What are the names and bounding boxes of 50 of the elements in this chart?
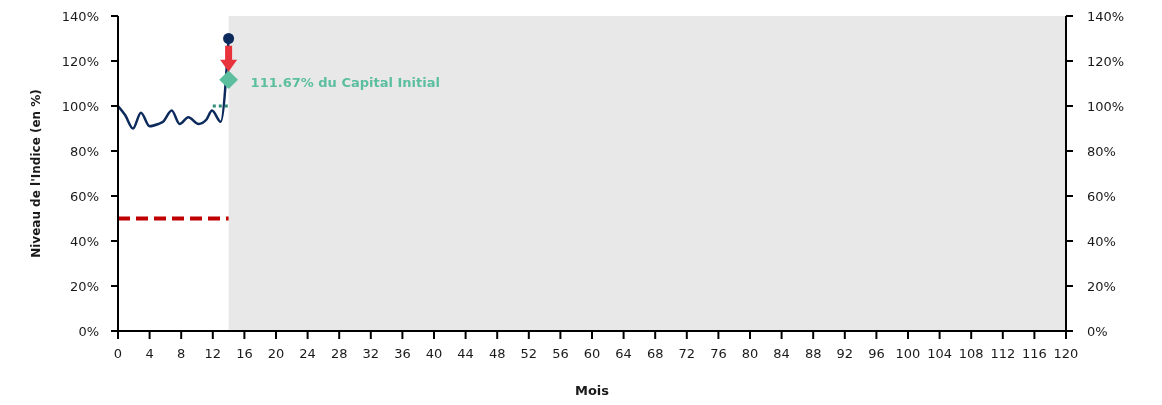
x-tick-label: 104	[927, 346, 953, 362]
x-tick-label: 112	[990, 346, 1016, 362]
y-tick-label: 140%	[61, 8, 99, 24]
x-tick-label: 84	[773, 346, 790, 362]
x-tick-label: 44	[457, 346, 474, 362]
y-tick-label: 80%	[70, 143, 99, 159]
x-tick-label: 40	[425, 346, 443, 362]
x-tick-label: 20	[267, 346, 285, 362]
annotation: 111.67% du Capital Initial	[250, 74, 440, 90]
x-tick-label: 4	[145, 346, 154, 362]
x-tick-label: 24	[299, 346, 316, 362]
y2-tick-label: 60%	[1087, 188, 1116, 204]
x-tick-label: 36	[394, 346, 411, 362]
x-tick-label: 72	[678, 346, 696, 362]
y2-tick-label: 20%	[1087, 278, 1116, 294]
y-tick-label: 40%	[70, 233, 99, 249]
y-tick-label: 120%	[61, 53, 99, 69]
y2-tick-label: 140%	[1087, 8, 1125, 24]
x-tick-label: 28	[330, 346, 348, 362]
x-tick-label: 108	[958, 346, 984, 362]
y2-tick-label: 0%	[1087, 323, 1108, 339]
x-tick-label: 96	[868, 346, 885, 362]
x-tick-label: 76	[710, 346, 727, 362]
y-axis-title: Niveau de l'Indice (en %)	[29, 89, 44, 258]
x-tick-label: 100	[895, 346, 921, 362]
x-tick-label: 60	[583, 346, 601, 362]
x-tick-label: 120	[1053, 346, 1079, 362]
y-tick-label: 20%	[70, 278, 99, 294]
x-tick-label: 88	[804, 346, 822, 362]
y-tick-label: 100%	[61, 98, 99, 114]
x-tick-label: 64	[615, 346, 632, 362]
x-tick-label: 48	[488, 346, 506, 362]
x-tick-label: 68	[646, 346, 664, 362]
y2-tick-label: 80%	[1087, 143, 1116, 159]
y-tick-label: 60%	[70, 188, 99, 204]
x-tick-label: 52	[520, 346, 538, 362]
x-tick-label: 56	[552, 346, 569, 362]
x-tick-label: 8	[177, 346, 186, 362]
x-tick-label: 12	[204, 346, 222, 362]
x-tick-label: 16	[236, 346, 253, 362]
x-tick-label: 32	[362, 346, 380, 362]
y2-tick-label: 100%	[1087, 98, 1125, 114]
y-tick-label: 0%	[78, 323, 99, 339]
x-tick-label: 0	[113, 346, 123, 362]
x-axis-title: Mois	[574, 383, 610, 398]
x-tick-label: 80	[741, 346, 759, 362]
x-tick-label: 92	[836, 346, 854, 362]
x-tick-label: 116	[1021, 346, 1047, 362]
y2-tick-label: 120%	[1087, 53, 1125, 69]
y2-tick-label: 40%	[1087, 233, 1116, 249]
